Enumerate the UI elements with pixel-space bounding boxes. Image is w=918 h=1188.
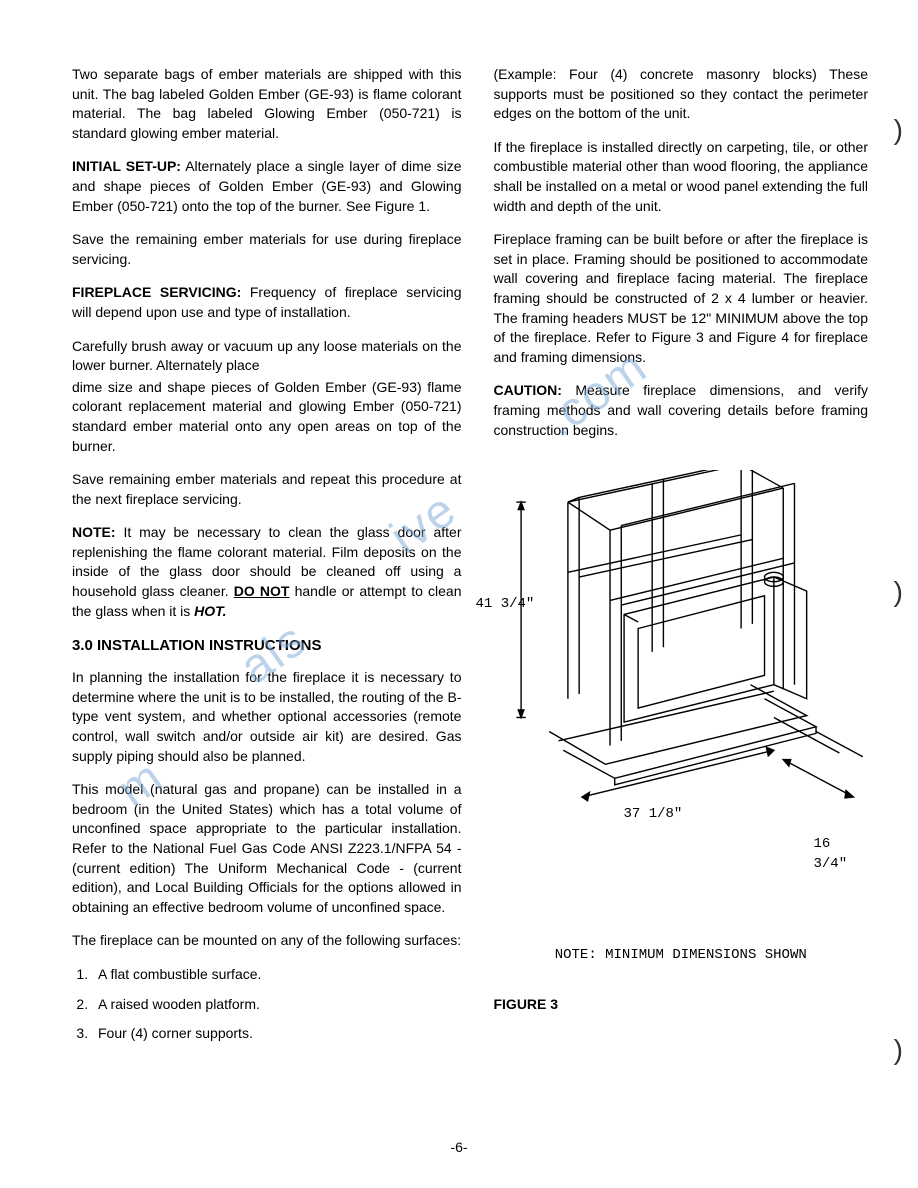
- initial-setup-heading: INITIAL SET-UP:: [72, 158, 181, 174]
- do-not-text: DO NOT: [234, 583, 290, 599]
- para-carpeting: If the fireplace is installed directly o…: [493, 138, 868, 216]
- fireplace-servicing-heading: FIREPLACE SERVICING:: [72, 284, 241, 300]
- figure-3-label: FIGURE 3: [493, 995, 868, 1015]
- para-note-glass: NOTE: It may be necessary to clean the g…: [72, 523, 461, 621]
- para-fireplace-servicing: FIREPLACE SERVICING: Frequency of firepl…: [72, 283, 461, 322]
- para-bedroom: This model (natural gas and propane) can…: [72, 780, 461, 917]
- list-item-1: A flat combustible surface.: [92, 965, 461, 985]
- margin-bracket-2: ): [894, 572, 903, 611]
- caution-heading: CAUTION:: [493, 382, 561, 398]
- para-example-supports: (Example: Four (4) concrete masonry bloc…: [493, 65, 868, 124]
- dimension-width-label: 37 1/8": [623, 805, 682, 825]
- margin-bracket-1: ): [894, 110, 903, 149]
- framing-diagram: [493, 470, 868, 890]
- para-caution: CAUTION: Measure fireplace dimensions, a…: [493, 381, 868, 440]
- figure-3-container: 41 3/4" 37 1/8" 16 3/4" NOTE: MINIMUM DI…: [493, 470, 868, 1015]
- para-surfaces-intro: The fireplace can be mounted on any of t…: [72, 931, 461, 951]
- list-item-2: A raised wooden platform.: [92, 995, 461, 1015]
- dimension-depth-label: 16 3/4": [813, 835, 868, 874]
- dimension-height-label: 41 3/4": [475, 595, 534, 615]
- para-save-materials: Save the remaining ember materials for u…: [72, 230, 461, 269]
- list-item-3: Four (4) corner supports.: [92, 1024, 461, 1044]
- para-ember-bags: Two separate bags of ember materials are…: [72, 65, 461, 143]
- right-column: (Example: Four (4) concrete masonry bloc…: [493, 65, 868, 1058]
- margin-bracket-3: ): [894, 1030, 903, 1069]
- para-brush-away-cont: dime size and shape pieces of Golden Emb…: [72, 378, 461, 456]
- figure-note: NOTE: MINIMUM DIMENSIONS SHOWN: [493, 946, 868, 966]
- para-brush-away: Carefully brush away or vacuum up any lo…: [72, 337, 461, 376]
- page-number: -6-: [450, 1138, 467, 1158]
- para-initial-setup: INITIAL SET-UP: Alternately place a sing…: [72, 157, 461, 216]
- left-column: Two separate bags of ember materials are…: [72, 65, 461, 1058]
- para-save-repeat: Save remaining ember materials and repea…: [72, 470, 461, 509]
- section-3-heading: 3.0 INSTALLATION INSTRUCTIONS: [72, 635, 461, 656]
- note-heading: NOTE:: [72, 524, 116, 540]
- surfaces-list: A flat combustible surface. A raised woo…: [92, 965, 461, 1044]
- two-column-layout: Two separate bags of ember materials are…: [72, 65, 868, 1058]
- para-planning: In planning the installation for the fir…: [72, 668, 461, 766]
- para-framing: Fireplace framing can be built before or…: [493, 230, 868, 367]
- hot-text: HOT.: [194, 603, 226, 619]
